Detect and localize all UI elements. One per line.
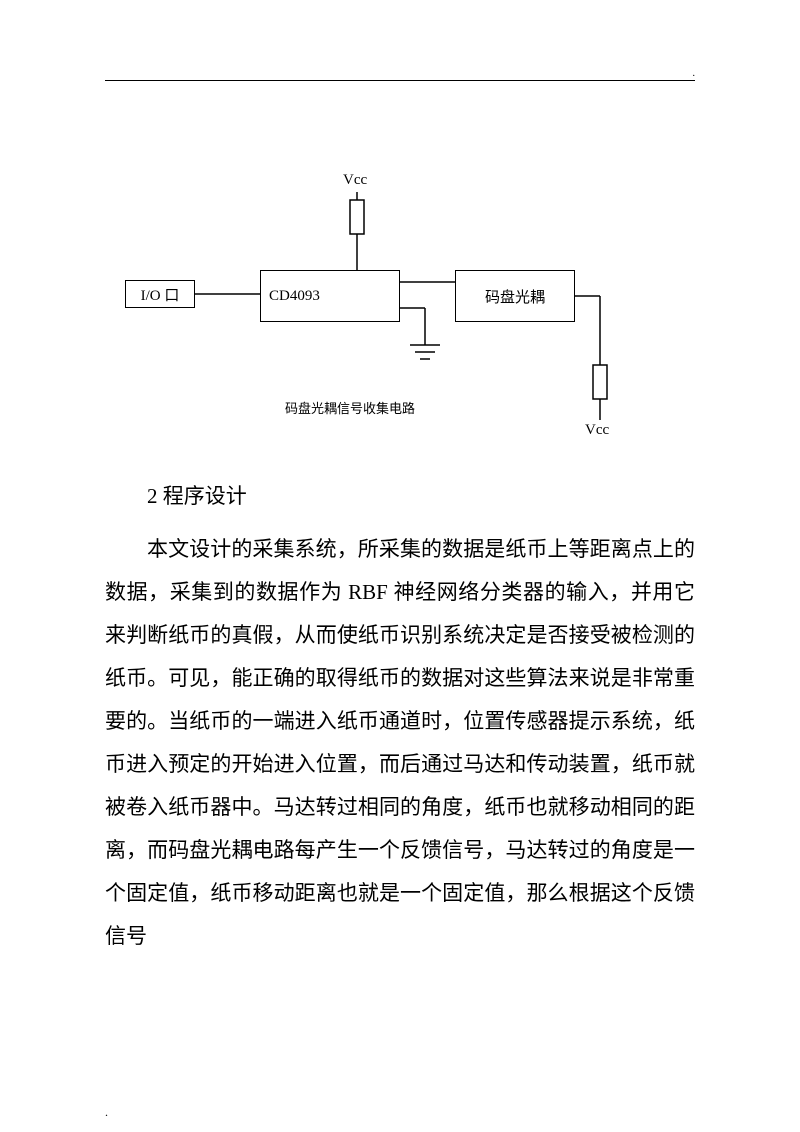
circuit-diagram: Vcc I/O 口 CD4093 码盘光耦 码盘光耦信号收集电路 Vcc <box>105 90 695 440</box>
cd4093-box: CD4093 <box>260 270 400 322</box>
vcc-bottom-label: Vcc <box>585 422 609 439</box>
diagram-caption: 码盘光耦信号收集电路 <box>285 398 415 417</box>
io-box-label: I/O 口 <box>141 284 180 305</box>
diagram-wires <box>105 90 695 440</box>
vcc-top-label: Vcc <box>343 172 367 189</box>
io-box: I/O 口 <box>125 280 195 308</box>
page-marker-top: . <box>693 68 696 79</box>
body-paragraph: 本文设计的采集系统，所采集的数据是纸币上等距离点上的数据，采集到的数据作为 RB… <box>105 528 695 958</box>
page-marker-bottom: . <box>105 1105 108 1120</box>
page-content: Vcc I/O 口 CD4093 码盘光耦 码盘光耦信号收集电路 Vcc 2 程… <box>105 80 695 958</box>
cd4093-box-label: CD4093 <box>269 288 320 305</box>
section-title: 2 程序设计 <box>105 480 695 510</box>
opto-box: 码盘光耦 <box>455 270 575 322</box>
opto-box-label: 码盘光耦 <box>485 286 545 307</box>
